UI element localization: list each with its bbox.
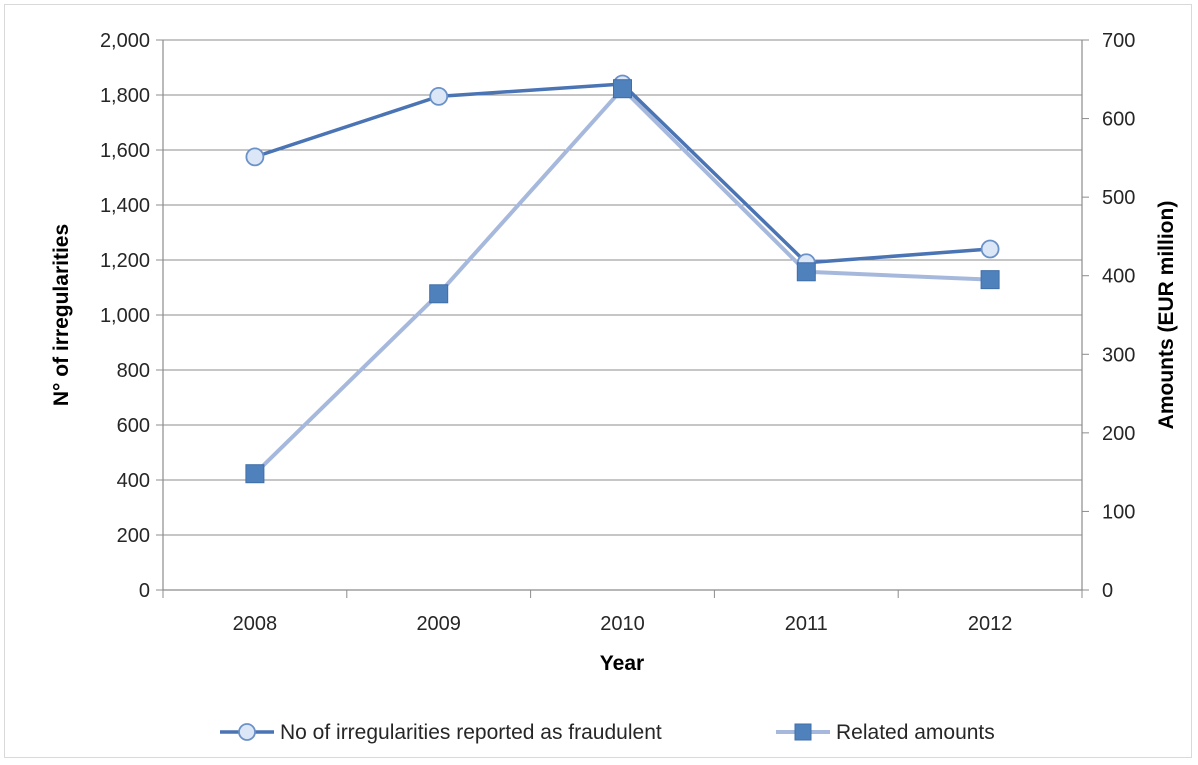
series-line-irregularities (254, 82, 991, 265)
related-amounts-point (613, 79, 632, 99)
y-tick-label: 1,600 (100, 140, 150, 162)
irregularities-point (429, 86, 449, 106)
y-tick-label: 600 (117, 415, 150, 437)
y2-tick-label: 500 (1102, 187, 1135, 209)
y2-axis-ticks: 0 100 200 300 400 500 600 700 (1082, 30, 1135, 602)
series-group (245, 74, 1000, 484)
legend: No of irregularities reported as fraudul… (220, 721, 995, 744)
y2-tick-label: 700 (1102, 30, 1135, 52)
y2-tick-label: 100 (1102, 501, 1135, 523)
irregularities-point (245, 147, 265, 167)
gridlines (163, 39, 1082, 536)
y2-tick-label: 300 (1102, 344, 1135, 366)
related-amounts-point (245, 464, 265, 484)
y2-tick-label: 0 (1102, 580, 1113, 602)
legend-marker-related-amounts (794, 723, 812, 741)
x-tick-label: 2011 (785, 613, 828, 635)
x-axis-ticks: 2008 2009 2010 2011 2012 (162, 590, 1083, 635)
y-tick-label: 2,000 (100, 30, 150, 52)
y-tick-label: 1,000 (100, 305, 150, 327)
series-line-related-amounts (253, 86, 991, 476)
y-tick-label: 200 (117, 525, 150, 547)
y-tick-label: 1,400 (100, 195, 150, 217)
y2-tick-label: 600 (1102, 109, 1135, 131)
legend-marker-irregularities (238, 723, 256, 741)
x-tick-label: 2008 (233, 613, 278, 635)
y-tick-label: 1,800 (100, 85, 150, 107)
y-tick-label: 400 (117, 470, 150, 492)
irregularities-point (980, 239, 1000, 259)
y2-tick-label: 200 (1102, 423, 1135, 445)
related-amounts-point (429, 284, 449, 304)
y-tick-label: 1,200 (100, 250, 150, 272)
x-tick-label: 2009 (416, 613, 461, 635)
legend-label-related-amounts: Related amounts (836, 721, 995, 744)
y2-tick-label: 400 (1102, 266, 1135, 288)
legend-label-irregularities: No of irregularities reported as fraudul… (280, 721, 662, 744)
x-axis-title: Year (600, 652, 644, 675)
y2-axis-title: Amounts (EUR million) (1155, 201, 1178, 430)
x-tick-label: 2010 (600, 613, 645, 635)
y-axis-ticks: 0 200 400 600 800 1,000 1,200 1,400 1,600 1,800 2,… (100, 30, 163, 602)
y-tick-label: 800 (117, 360, 150, 382)
x-tick-label: 2012 (968, 613, 1013, 635)
related-amounts-point (980, 270, 1000, 290)
related-amounts-point (796, 262, 816, 282)
y-axis-title: N° of irregularities (50, 224, 73, 406)
y-tick-label: 0 (139, 580, 150, 602)
chart-frame (4, 4, 1192, 758)
